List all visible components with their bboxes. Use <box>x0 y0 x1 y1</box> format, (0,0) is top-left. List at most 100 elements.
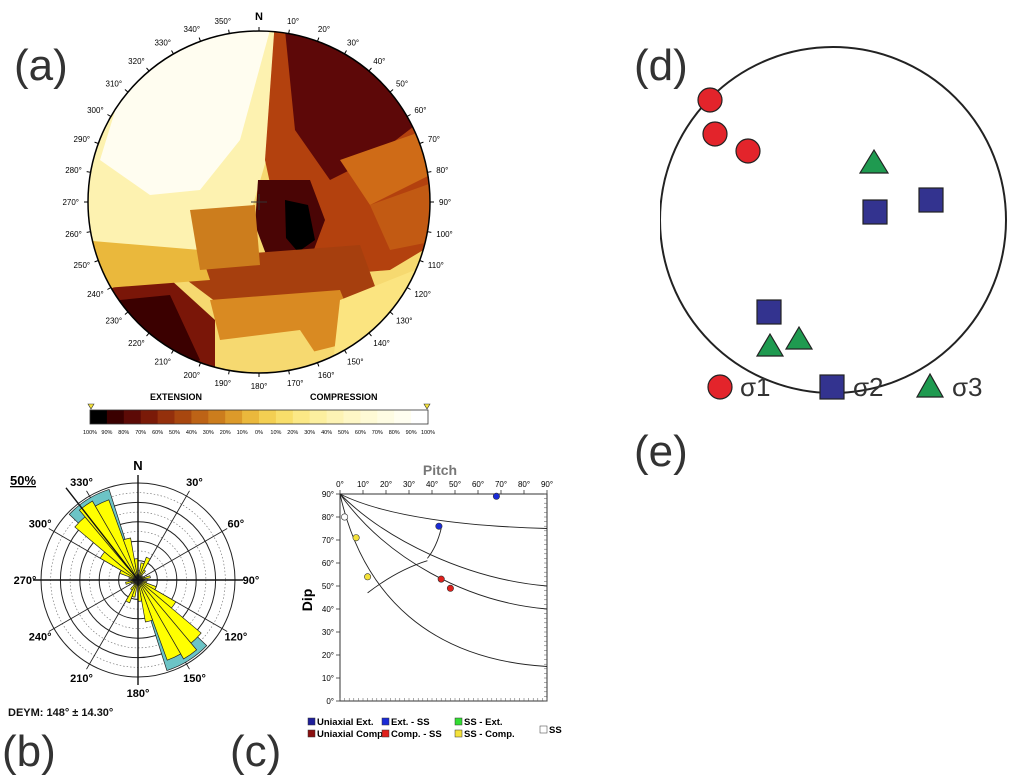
colorbar-cell <box>208 410 226 424</box>
pitch-legend-label: Comp. - SS <box>391 729 442 740</box>
azimuth-label: 290° <box>74 135 91 144</box>
pitch-points <box>341 492 500 592</box>
azimuth-labels: 10° 20° 30° 40° 50° 60° 70° 80° 90° 100° 110° 120° 1… <box>62 17 452 391</box>
pitch-tick-label: 40° <box>426 480 438 489</box>
pitch-tick-label: 30° <box>403 480 415 489</box>
azimuth-label: 20° <box>318 25 330 34</box>
pitch-legend-label: SS - Comp. <box>464 729 515 740</box>
panel-label-a: (a) <box>14 41 68 90</box>
azimuth-tick <box>288 29 290 34</box>
colorbar-tick-label: 90% <box>406 430 417 436</box>
panel-label-b: (b) <box>2 727 56 776</box>
colorbar-cell <box>90 410 108 424</box>
pitch-legend-label: Ext. - SS <box>391 717 430 728</box>
azimuth-tick <box>94 141 99 144</box>
dip-tick-label: 20° <box>322 651 334 660</box>
azimuth-label: 320° <box>128 57 145 66</box>
azimuth-tick <box>406 114 411 117</box>
azimuth-tick <box>389 311 394 315</box>
rose-angle-label: 270° <box>14 575 37 587</box>
pitch-point <box>341 513 349 521</box>
dip-tick-label: 40° <box>322 605 334 614</box>
colorbar-left-marker <box>87 403 95 410</box>
azimuth-label: 110° <box>428 261 444 270</box>
stress-stereonet: N 10° 20° 30° 40° 50° 60° 70° 80° 90° 100° 110° 120… <box>62 11 452 391</box>
azimuth-label: 340° <box>184 25 201 34</box>
pitch-legend-label: SS <box>549 725 562 736</box>
azimuth-label: 10° <box>287 17 299 26</box>
azimuth-label: 130° <box>396 316 413 325</box>
azimuth-tick <box>419 260 424 263</box>
azimuth-tick <box>427 171 432 173</box>
colorbar-tick-label: 30% <box>203 430 214 436</box>
azimuth-label: 200° <box>184 371 201 380</box>
azimuth-tick <box>94 260 99 263</box>
azimuth-label: 80° <box>436 166 448 175</box>
sigma2-marker <box>862 199 888 225</box>
north-label: N <box>255 11 263 23</box>
rose-angle-label: 240° <box>29 632 52 644</box>
rose-petal <box>125 579 139 585</box>
colorbar-tick-label: 50% <box>338 430 349 436</box>
colorbar-cell <box>191 410 209 424</box>
rose-petal <box>137 579 182 661</box>
dip-tick-label: 30° <box>322 628 334 637</box>
pitch-dip-plot: Pitch Dip 0° 10° 20° 30° 40° 50° 60° 70° 80° 90° 9… <box>299 462 562 740</box>
colorbar-cell <box>360 410 378 424</box>
center-cross <box>251 194 267 210</box>
colorbar-cell <box>343 410 361 424</box>
pitch-point <box>437 575 445 583</box>
azimuth-label: 140° <box>373 339 390 348</box>
azimuth-label: 40° <box>373 57 385 66</box>
pitch-legend-swatch <box>381 717 390 726</box>
colorbar-tick-label: 90% <box>101 430 112 436</box>
azimuth-tick <box>124 311 129 315</box>
colorbar-extension-title: EXTENSION <box>150 392 202 402</box>
dip-tick-label: 80° <box>322 513 334 522</box>
azimuth-tick <box>317 37 320 42</box>
rose-angle-label: 120° <box>224 632 247 644</box>
sigma2-marker <box>756 299 782 325</box>
azimuth-tick <box>198 362 201 367</box>
colorbar-cells <box>90 410 429 424</box>
colorbar-tick-label: 60% <box>152 430 163 436</box>
panel-label-d: (d) <box>634 41 688 90</box>
rose-angle-label: 330° <box>70 477 93 489</box>
pitch-curve <box>339 493 548 667</box>
azimuth-tick <box>419 141 424 144</box>
azimuth-label: 160° <box>318 371 335 380</box>
azimuth-label: 250° <box>74 261 91 270</box>
colorbar-tick-label: 10% <box>270 430 281 436</box>
sigma2-legend-label: σ2 <box>853 372 884 402</box>
colorbar-cell <box>377 410 395 424</box>
azimuth-tick <box>146 67 150 72</box>
pitch-point <box>352 534 360 542</box>
principal-stress-plot: σ1 σ2 σ3 <box>660 46 1007 402</box>
sigma1-marker <box>697 87 723 113</box>
rose-angle-label: 150° <box>183 673 206 685</box>
pitch-legend-swatch <box>454 729 463 738</box>
colorbar-tick-label: 70% <box>372 430 383 436</box>
azimuth-label: 70° <box>428 135 440 144</box>
dip-tick-label: 60° <box>322 559 334 568</box>
azimuth-tick <box>406 287 411 290</box>
sigma3-legend-icon <box>915 372 945 398</box>
azimuth-label: 150° <box>347 357 364 366</box>
azimuth-label: 210° <box>154 357 171 366</box>
azimuth-tick <box>107 287 112 290</box>
azimuth-label: 220° <box>128 339 145 348</box>
colorbar-tick-label: 80% <box>389 430 400 436</box>
rose-angle-label: 300° <box>29 519 52 531</box>
pitch-plot-frame <box>339 493 548 702</box>
colorbar-tick-label: 40% <box>321 430 332 436</box>
colorbar: EXTENSION COMPRESSION 100% 90% 80% 70% 60% 50… <box>83 392 435 436</box>
colorbar-cell <box>394 410 412 424</box>
azimuth-label: 280° <box>65 166 82 175</box>
azimuth-label: 270° <box>62 198 79 207</box>
rose-north-label: N <box>133 458 142 473</box>
azimuth-label: 300° <box>87 106 104 115</box>
rose-angle-label: 90° <box>243 575 260 587</box>
azimuth-tick <box>368 332 372 337</box>
colorbar-tick-label: 40% <box>186 430 197 436</box>
pitch-legend-swatch <box>307 729 316 738</box>
